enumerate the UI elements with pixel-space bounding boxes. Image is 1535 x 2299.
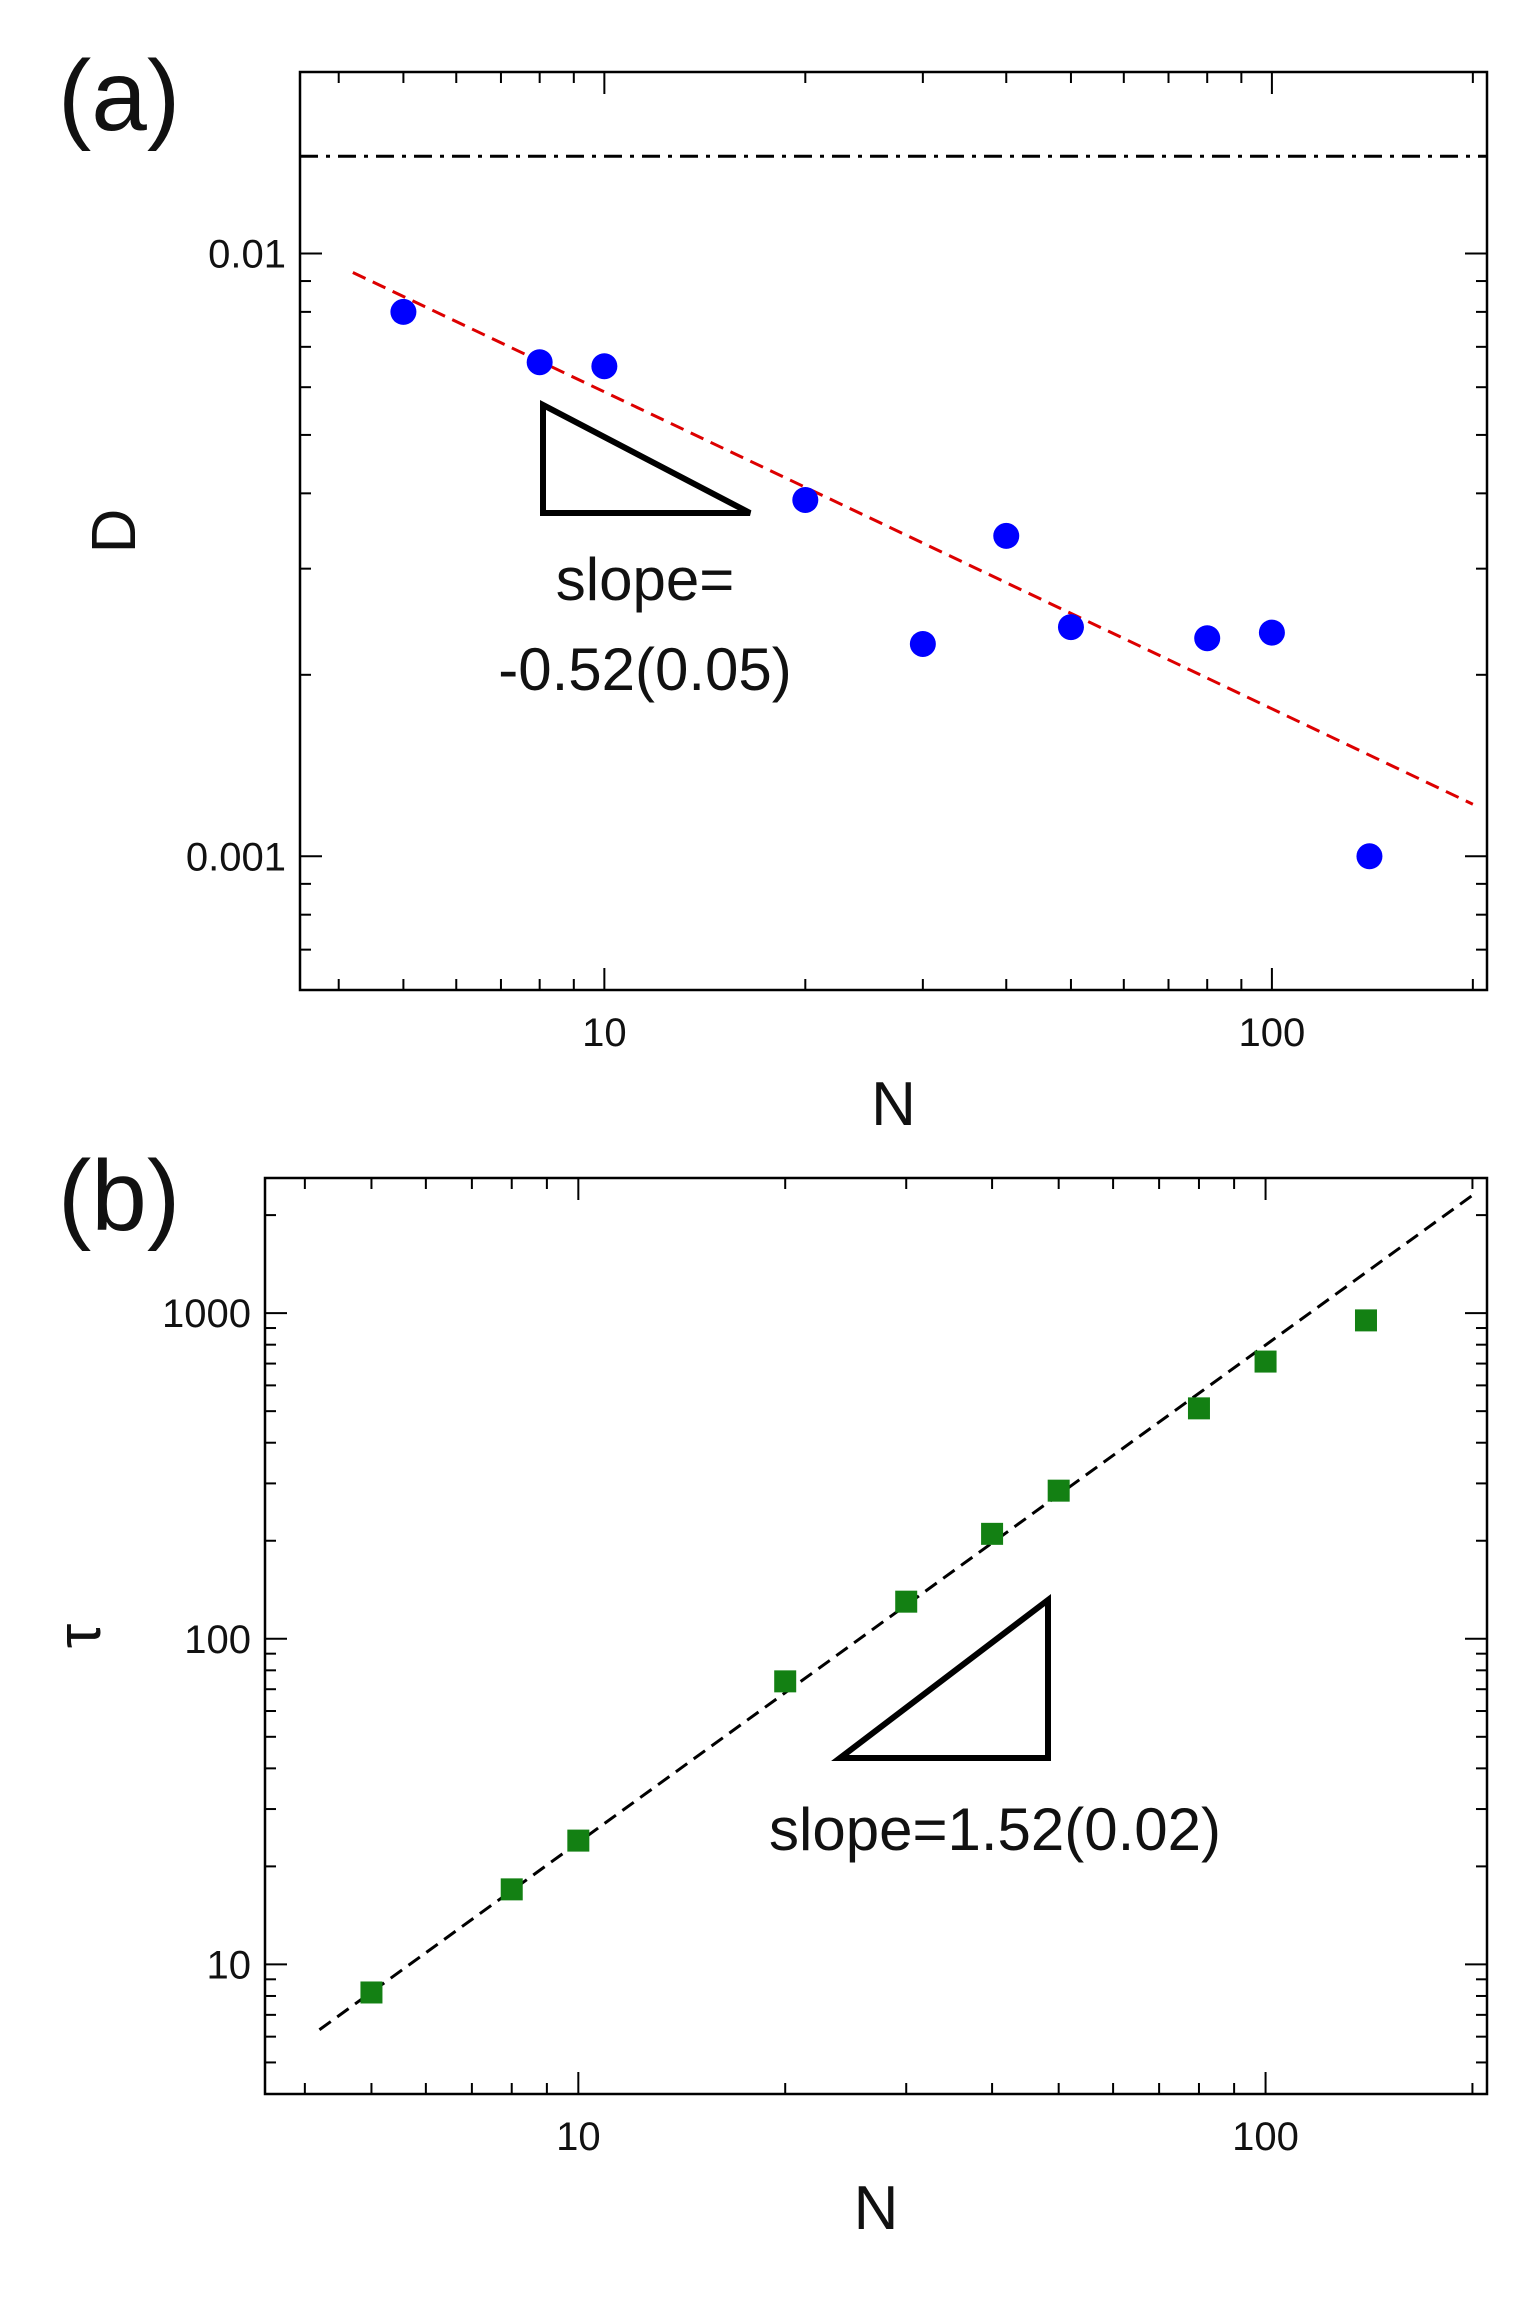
data-point <box>993 522 1020 549</box>
panel-a-slope-triangle <box>540 400 752 516</box>
panel-b-slope-label: slope=1.52(0.02) <box>769 1796 1221 1863</box>
data-point <box>792 486 819 513</box>
panel-a-points <box>390 298 1383 870</box>
panel-a-label: (a) <box>58 40 180 152</box>
panel-a-y-axis-label: D <box>80 509 149 554</box>
data-point <box>1187 1397 1210 1420</box>
x-tick-label: 100 <box>1232 2115 1299 2159</box>
x-tick-label: 100 <box>1239 1011 1306 1055</box>
data-point <box>1057 614 1084 641</box>
panel-b-y-axis-label: τ <box>45 1624 114 1649</box>
data-point <box>1194 625 1221 652</box>
panel-b-slope-triangle <box>831 1593 1051 1761</box>
panel-b-plot-frame <box>263 1176 1489 2096</box>
panel-a-plot-frame <box>298 70 1489 992</box>
data-point <box>895 1590 918 1613</box>
panel-a: (a) 10 1000.010.001 slope= -0.52(0.05) N … <box>58 40 1489 1139</box>
data-point <box>567 1829 590 1852</box>
y-tick-label: 10 <box>207 1943 252 1987</box>
data-point <box>591 353 618 380</box>
data-point <box>1258 619 1285 646</box>
y-tick-label: 0.01 <box>208 232 286 276</box>
data-point <box>390 298 417 325</box>
panel-b-ticks: 10 100 10 100 1000 <box>162 1178 1487 2159</box>
x-tick-label: 10 <box>556 2115 601 2159</box>
data-point <box>981 1522 1004 1545</box>
panel-b-x-axis-label: N <box>854 2174 899 2243</box>
data-point <box>774 1670 797 1693</box>
data-point <box>360 1981 383 2004</box>
x-tick-label: 10 <box>582 1011 627 1055</box>
panel-a-slope-label-1: slope= <box>556 546 734 613</box>
data-point <box>1047 1479 1070 1502</box>
data-point <box>500 1878 523 1901</box>
panel-a-x-axis-label: N <box>871 1070 916 1139</box>
panel-b-label: (b) <box>58 1140 180 1252</box>
data-point <box>909 630 936 657</box>
y-tick-label: 1000 <box>162 1292 251 1336</box>
data-point <box>1356 843 1383 870</box>
panel-b: (b) 10 100 10 100 1000 slope=1.52(0.02) N τ <box>45 1140 1489 2243</box>
panel-a-fit-line <box>352 271 1474 806</box>
data-point <box>526 349 553 376</box>
data-point <box>1254 1350 1277 1373</box>
panel-b-points <box>360 1309 1377 2004</box>
y-tick-label: 0.001 <box>186 835 286 879</box>
y-tick-label: 100 <box>184 1618 251 1662</box>
data-point <box>1354 1309 1377 1332</box>
panel-a-slope-label-2: -0.52(0.05) <box>498 636 792 703</box>
panel-a-ticks: 10 100 0.01 0.001 <box>186 71 1487 1055</box>
